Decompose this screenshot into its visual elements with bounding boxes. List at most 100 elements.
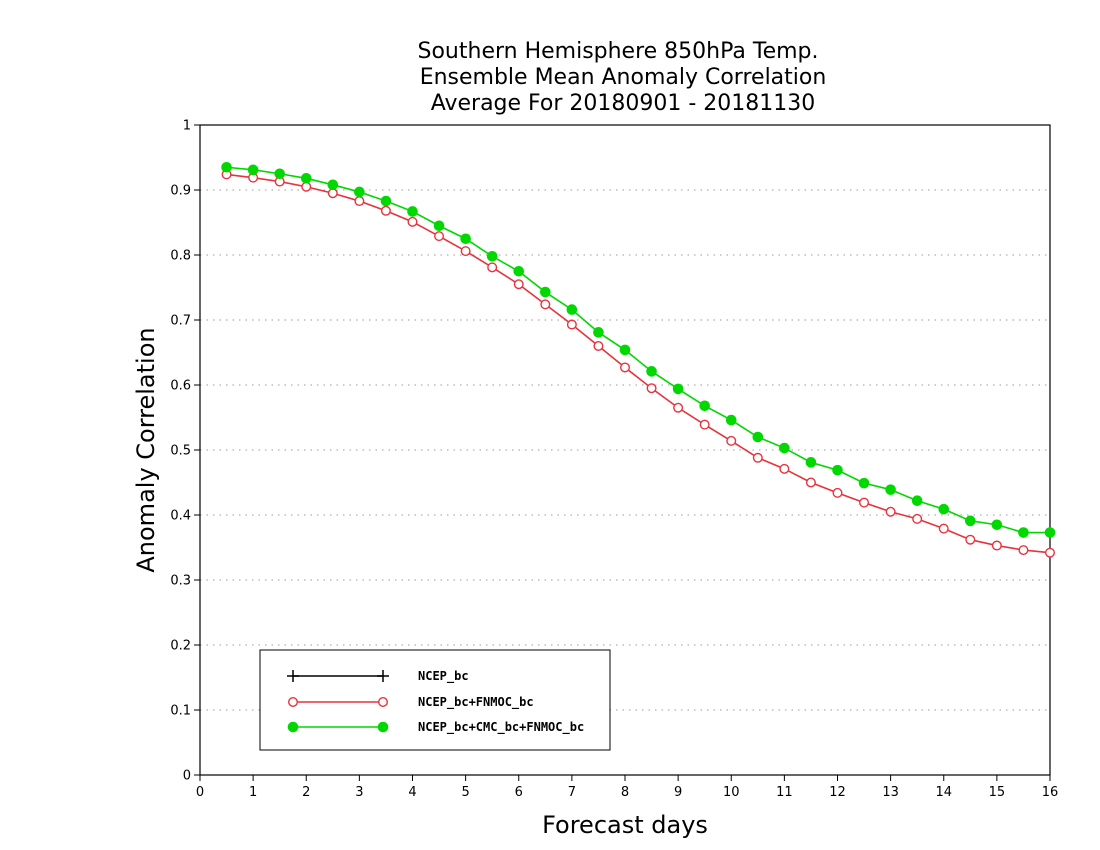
legend-box [259,649,611,751]
y-tick-label: 0.1 [170,704,191,719]
grid [200,189,1050,711]
data-point [247,164,259,176]
legend: NCEP_bc NCEP_bc+FNMOC_bc NCEP_bc+CMC_bc+FN… [259,649,611,751]
data-point [938,523,949,534]
data-point [566,304,578,315]
data-point [380,205,391,216]
data-point [1018,545,1029,556]
data-point [434,231,445,242]
data-point [460,246,471,257]
data-point [911,495,923,507]
data-point [779,442,790,454]
data-point [407,206,418,217]
data-point [726,435,737,446]
chart-title: Southern Hemisphere 850hPa Temp. Ensembl… [418,39,827,116]
data-point [885,484,896,495]
data-point [965,515,976,527]
data-point [699,400,710,412]
y-tick-label: 0.6 [170,379,191,394]
x-tick-label: 11 [776,785,793,800]
data-point [779,463,790,474]
data-point [1018,527,1029,538]
y-tick-label: 1 [183,119,191,134]
x-tick-label: 14 [935,785,952,800]
x-tick-label: 0 [196,785,204,800]
data-point [673,402,684,413]
data-point [377,670,389,682]
data-point [1044,527,1056,538]
data-point [620,362,631,373]
data-point [460,233,471,245]
data-point [912,513,923,524]
axis-ticks: 00.10.20.30.40.50.60.70.80.910 1 2 3 4 5 6 7 8 9 1… [170,119,1058,801]
data-point [699,419,710,430]
data-point [540,299,551,310]
y-tick-label: 0.8 [170,249,191,264]
x-tick-label: 3 [355,785,363,800]
data-point [859,497,870,508]
data-point [287,721,299,733]
title-line-3: Average For 20180901 - 20181130 [431,91,816,116]
data-point [513,265,525,277]
data-point [832,464,843,476]
data-point [327,188,338,199]
x-tick-label: 1 [249,785,257,800]
x-tick-label: 15 [989,785,1006,800]
data-point [300,173,312,184]
y-tick-label: 0 [183,769,191,784]
data-point [221,161,232,173]
data-point [991,519,1003,531]
y-tick-label: 0.2 [170,639,191,654]
x-tick-label: 2 [302,785,310,800]
data-point [354,196,365,207]
y-tick-label: 0.5 [170,444,191,459]
data-point [327,179,339,191]
legend-label: NCEP_bc+CMC_bc+FNMOC_bc [418,720,584,735]
x-tick-label: 10 [723,785,740,800]
data-point [805,477,816,488]
data-point [752,452,763,463]
data-point [885,506,896,517]
data-point [1044,547,1055,558]
data-point [274,168,285,180]
x-tick-label: 7 [568,785,576,800]
data-point [858,477,870,489]
data-point [288,697,299,708]
x-tick-label: 6 [515,785,523,800]
x-tick-label: 5 [461,785,469,800]
x-tick-label: 8 [621,785,629,800]
data-point [593,341,604,352]
data-point [619,344,631,356]
data-point [487,262,498,273]
data-point [433,220,445,232]
data-point [486,250,498,262]
series-line [226,166,1050,534]
title-line-1: Southern Hemisphere 850hPa Temp. [418,39,819,64]
x-tick-label: 13 [882,785,899,800]
data-point [380,195,392,207]
data-point [407,216,418,227]
data-point [646,366,657,377]
data-point [593,327,604,338]
x-tick-label: 16 [1042,785,1059,800]
legend-label: NCEP_bc [418,669,469,684]
x-tick-label: 12 [829,785,846,800]
y-tick-label: 0.3 [170,574,191,589]
data-point [301,181,312,192]
data-point [377,721,389,733]
y-tick-label: 0.7 [170,314,191,329]
data-point [566,319,577,330]
data-point [991,540,1002,551]
data-point [287,670,299,682]
x-tick-label: 4 [408,785,416,800]
y-tick-label: 0.4 [170,509,191,524]
data-point [832,487,843,498]
series-line [226,173,1051,554]
y-tick-label: 0.9 [170,184,191,199]
data-point [672,383,684,395]
legend-label: NCEP_bc+FNMOC_bc [418,695,534,710]
data-point [354,186,365,198]
data-point [938,503,950,515]
data-point [725,414,737,426]
